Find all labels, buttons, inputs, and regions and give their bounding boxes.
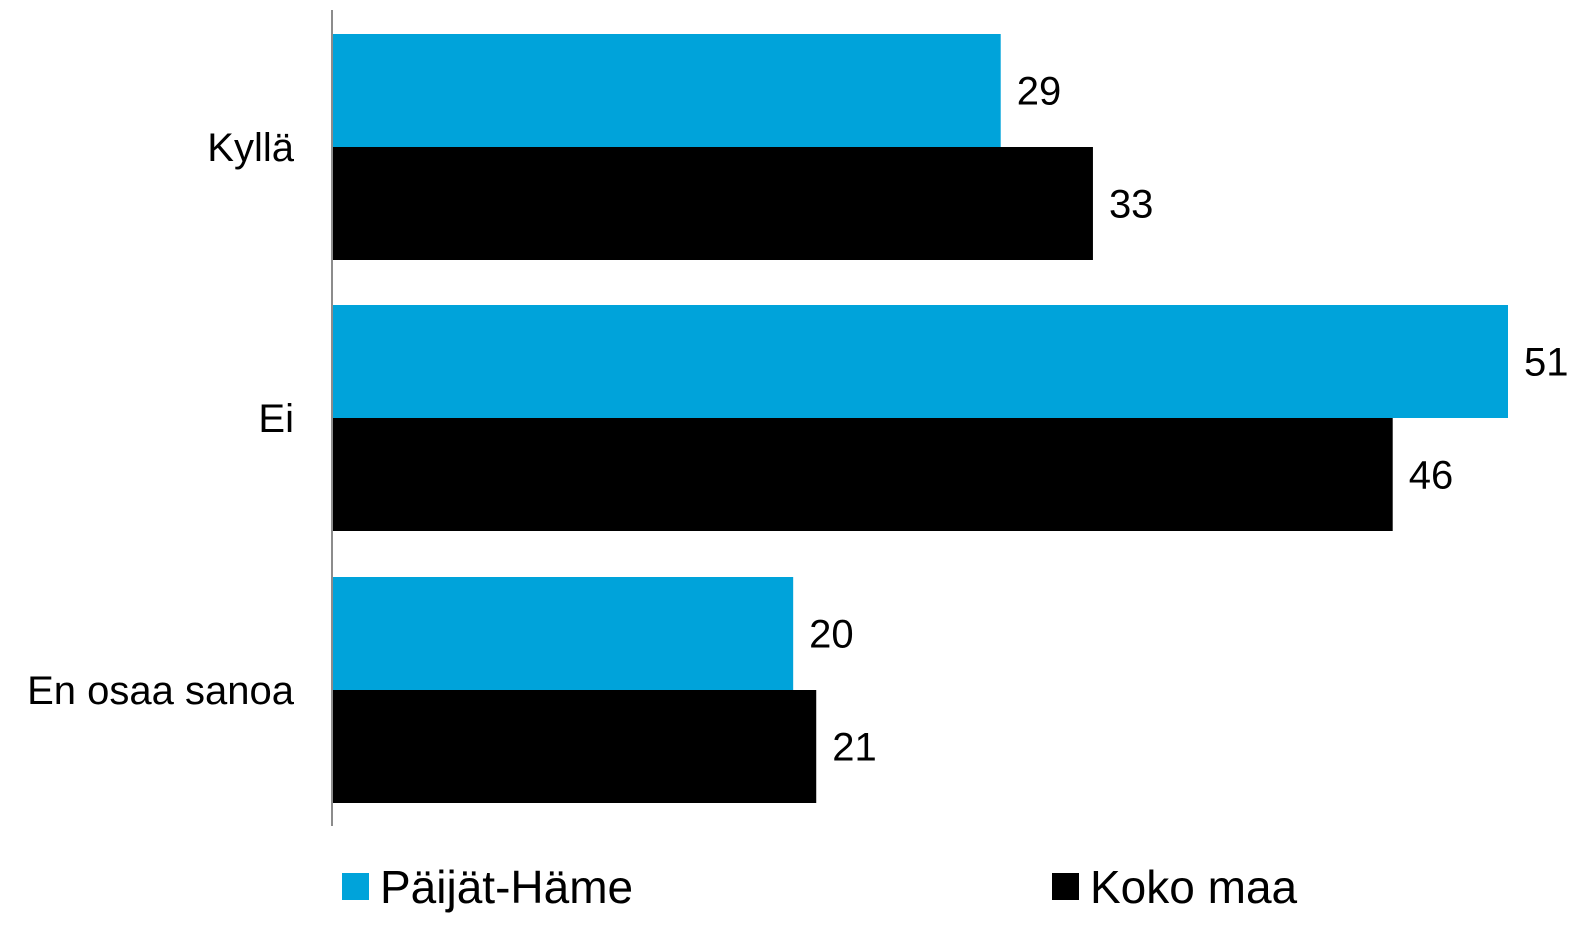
bar-paijat-hame-en-osaa-sanoa [332, 577, 794, 690]
bar-koko-maa-ei [332, 418, 1393, 531]
legend-label-paijat-hame: Päijät-Häme [380, 861, 633, 913]
bar-paijat-hame-ei [332, 305, 1508, 418]
category-label-en-osaa-sanoa: En osaa sanoa [27, 669, 295, 713]
data-label-paijat-hame-kylla: 29 [1017, 70, 1061, 114]
data-label-koko-maa-en-osaa-sanoa: 21 [832, 726, 877, 770]
legend: Päijät-Häme Koko maa [342, 861, 1298, 913]
data-label-paijat-hame-en-osaa-sanoa: 20 [809, 613, 854, 657]
bar-koko-maa-en-osaa-sanoa [332, 690, 817, 803]
data-labels: 29 33 51 46 20 21 [809, 70, 1568, 770]
category-label-kylla: Kyllä [207, 126, 294, 170]
category-labels: Kyllä Ei En osaa sanoa [27, 126, 295, 713]
bar-koko-maa-kylla [332, 147, 1093, 260]
legend-label-koko-maa: Koko maa [1090, 861, 1298, 913]
category-label-ei: Ei [258, 397, 294, 441]
bars-group [332, 34, 1508, 803]
data-label-koko-maa-kylla: 33 [1109, 183, 1154, 227]
data-label-koko-maa-ei: 46 [1409, 454, 1454, 498]
bar-paijat-hame-kylla [332, 34, 1001, 147]
legend-swatch-paijat-hame [342, 873, 369, 900]
data-label-paijat-hame-ei: 51 [1524, 341, 1569, 385]
legend-swatch-koko-maa [1052, 873, 1079, 900]
